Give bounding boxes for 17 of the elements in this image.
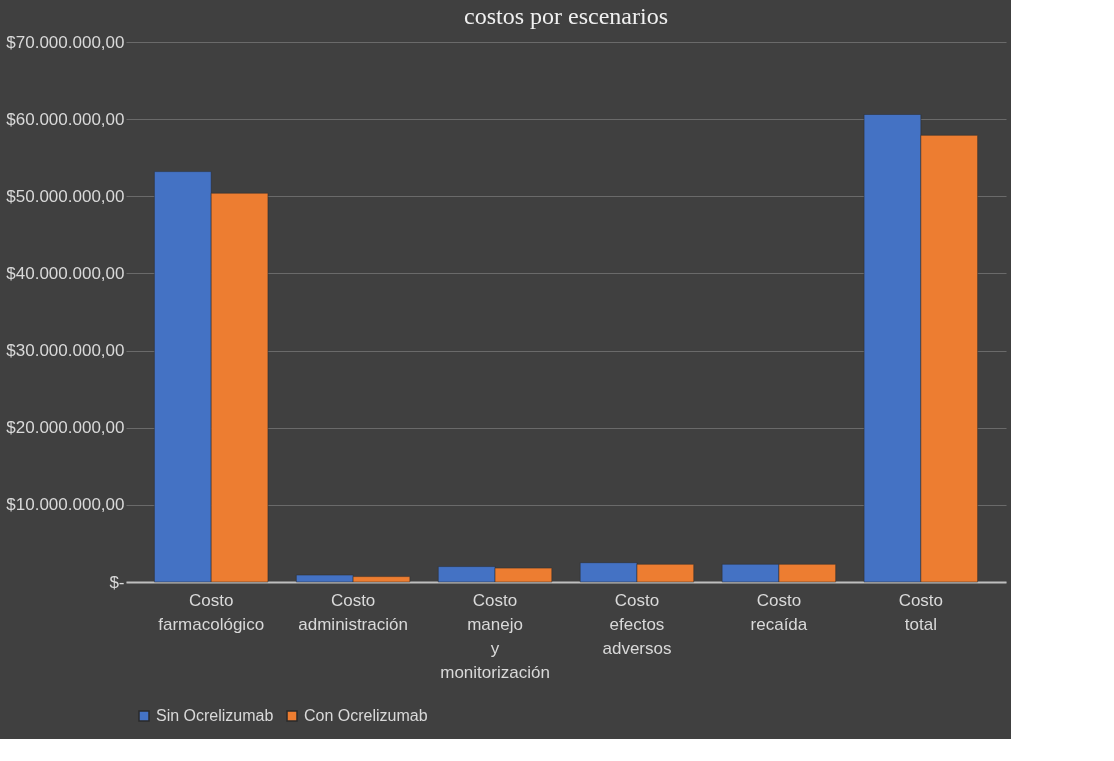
x-tick-label: Costo total	[898, 590, 944, 634]
x-tick-label: Costo farmacológico	[158, 590, 265, 634]
y-tick-label: $20.000.000,00	[6, 418, 125, 438]
y-tick-label: $30.000.000,00	[6, 341, 125, 361]
x-tick-label: Costo manejo y monitorización	[440, 590, 550, 682]
y-tick-label: $-	[109, 572, 125, 592]
y-tick-label: $10.000.000,00	[6, 495, 125, 515]
legend-label: Sin Ocrelizumab	[156, 707, 274, 724]
y-tick-label: $70.000.000,00	[6, 32, 125, 52]
x-tick-label: Costo recaída	[750, 590, 808, 634]
x-tick-label: Costo administración	[298, 590, 408, 634]
y-tick-label: $40.000.000,00	[6, 263, 125, 283]
chart-title: costos por escenarios	[464, 3, 668, 29]
legend-label: Con Ocrelizumab	[304, 707, 428, 724]
x-tick-label: Costo efectos adversos	[602, 590, 672, 658]
y-tick-label: $50.000.000,00	[6, 186, 125, 206]
y-tick-label: $60.000.000,00	[6, 109, 125, 129]
